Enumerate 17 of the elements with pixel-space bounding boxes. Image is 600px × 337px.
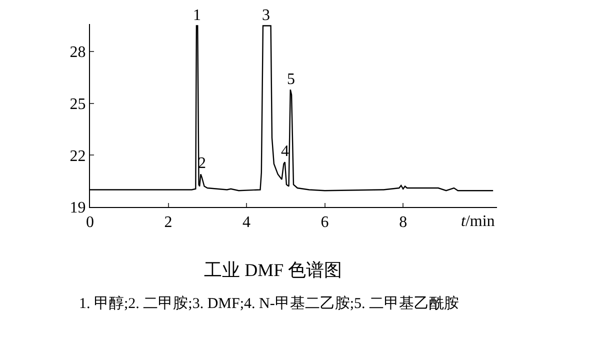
annotation: 5: [287, 71, 295, 88]
x-tick-label: 8: [399, 214, 408, 232]
text: 1. 甲醇;2. 二甲胺;3. DMF;4. N-甲基二乙胺;5. 二甲基乙酰胺: [79, 295, 460, 312]
x-tick-label: 4: [242, 214, 251, 232]
y-tick-label: 25: [70, 96, 86, 114]
annotation: 3: [262, 7, 270, 24]
x-tick-label: 6: [320, 214, 329, 232]
y-tick-label: 22: [70, 148, 86, 165]
y-tick-label: 28: [70, 44, 86, 62]
y-tick-label: 19: [70, 200, 86, 217]
annotation: 4: [281, 143, 289, 160]
x-axis-title: t/min: [461, 213, 495, 230]
x-tick-label: 2: [164, 214, 172, 232]
annotation: 2: [198, 155, 206, 172]
annotation: 1: [193, 7, 201, 24]
x-tick-label: 0: [86, 214, 94, 232]
text: 工业 DMF 色谱图: [204, 260, 342, 280]
